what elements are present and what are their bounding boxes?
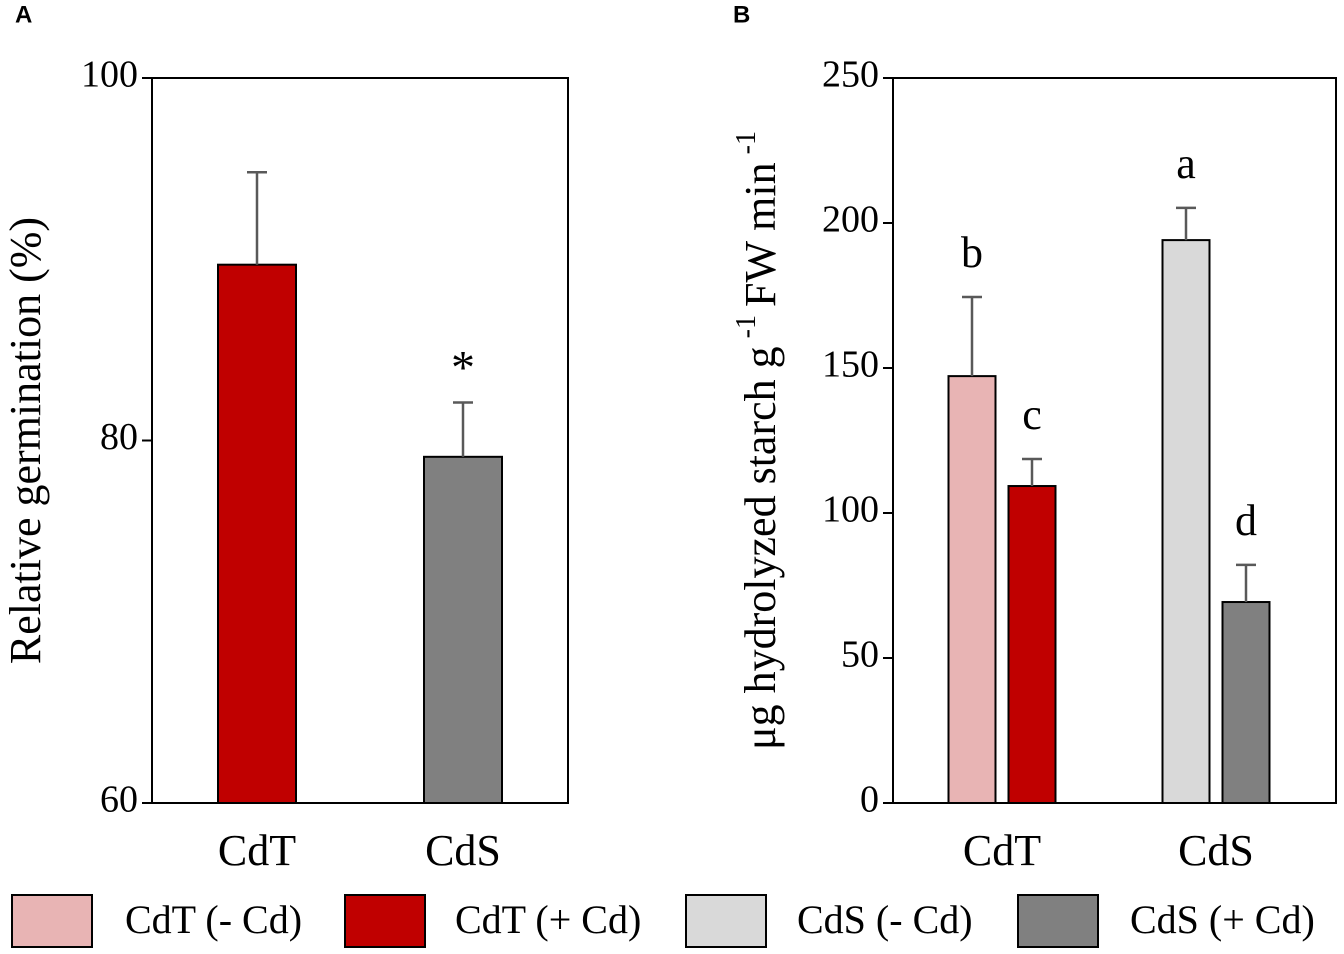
annotation: a <box>1176 139 1196 188</box>
y-tick-label: 60 <box>100 779 138 821</box>
x-tick-label: CdS <box>1178 826 1254 875</box>
panel-label: A <box>15 1 32 28</box>
y-tick-label: 0 <box>860 779 879 821</box>
legend-swatch <box>344 894 426 948</box>
y-tick-label: 50 <box>841 634 879 676</box>
y-axis-label: μg hydrolyzed starch g -1 FW min -1 <box>731 131 785 750</box>
plot-frame <box>151 77 569 804</box>
bar <box>423 455 503 804</box>
y-tick-label: 80 <box>100 416 138 458</box>
legend-swatch <box>685 894 767 948</box>
y-tick-label: 250 <box>822 54 879 96</box>
panel-label: B <box>733 1 750 28</box>
superscript: -1 <box>731 131 762 154</box>
x-tick-label: CdT <box>218 826 296 875</box>
bar <box>1221 601 1271 805</box>
legend-swatch <box>11 894 93 948</box>
bar <box>1007 485 1057 804</box>
plot-frame <box>892 77 1337 804</box>
y-tick-label: 150 <box>822 344 879 386</box>
legend-label: CdT (- Cd) <box>125 897 302 942</box>
legend-label: CdS (+ Cd) <box>1130 897 1315 942</box>
legend-swatch <box>1017 894 1099 948</box>
superscript: -1 <box>731 315 762 338</box>
annotation: * <box>451 341 475 394</box>
annotation: c <box>1022 390 1042 439</box>
label-part: μg hydrolyzed starch g <box>736 346 785 750</box>
y-tick-label: 100 <box>822 489 879 531</box>
legend-label: CdS (- Cd) <box>797 897 973 942</box>
annotation: b <box>961 228 983 277</box>
bar <box>217 263 297 804</box>
bar <box>947 375 997 804</box>
x-tick-label: CdT <box>963 826 1041 875</box>
label-part: FW min <box>736 162 785 307</box>
y-axis-label: Relative germination (%) <box>1 217 50 664</box>
x-tick-label: CdS <box>425 826 501 875</box>
annotation: d <box>1235 496 1257 545</box>
legend-label: CdT (+ Cd) <box>455 897 641 942</box>
y-tick-label: 100 <box>81 54 138 96</box>
bar <box>1161 239 1211 805</box>
y-tick-label: 200 <box>822 199 879 241</box>
